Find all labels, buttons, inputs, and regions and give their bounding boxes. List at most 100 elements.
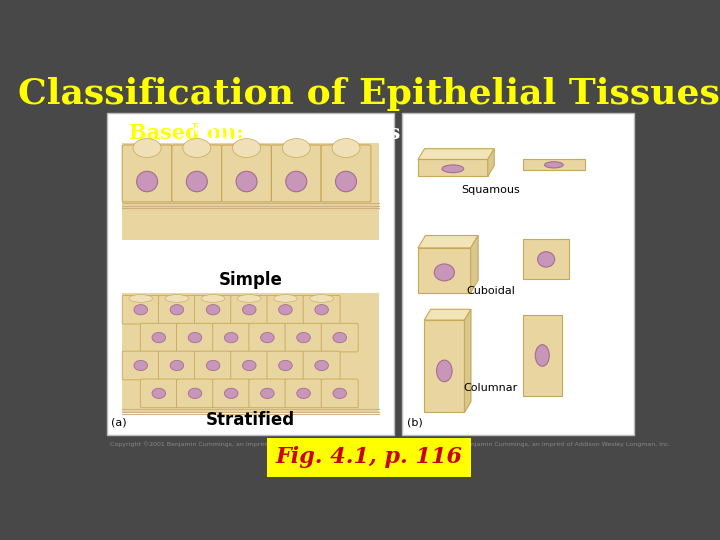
Ellipse shape — [442, 165, 464, 173]
Ellipse shape — [207, 305, 220, 315]
Ellipse shape — [165, 295, 189, 302]
Bar — [402, 113, 634, 435]
Ellipse shape — [129, 295, 153, 302]
Text: Simple: Simple — [218, 271, 282, 289]
Ellipse shape — [310, 295, 333, 302]
Ellipse shape — [133, 139, 161, 158]
Text: Cuboidal: Cuboidal — [466, 286, 515, 296]
Text: (b): (b) — [407, 417, 423, 427]
Ellipse shape — [279, 305, 292, 315]
Text: Classification of Epithelial Tissues: Classification of Epithelial Tissues — [18, 77, 720, 111]
Ellipse shape — [274, 295, 297, 302]
Ellipse shape — [315, 360, 328, 370]
FancyBboxPatch shape — [158, 351, 195, 380]
Text: Based on:: Based on: — [129, 123, 251, 143]
FancyBboxPatch shape — [231, 351, 268, 380]
FancyBboxPatch shape — [122, 295, 159, 324]
FancyBboxPatch shape — [212, 379, 250, 408]
Ellipse shape — [225, 388, 238, 399]
Ellipse shape — [261, 388, 274, 399]
Text: Fig. 4.1, p. 116: Fig. 4.1, p. 116 — [276, 447, 462, 469]
Ellipse shape — [538, 252, 554, 267]
Ellipse shape — [333, 388, 346, 399]
Ellipse shape — [243, 305, 256, 315]
Ellipse shape — [225, 333, 238, 343]
Ellipse shape — [336, 171, 356, 192]
FancyBboxPatch shape — [158, 295, 195, 324]
Ellipse shape — [297, 333, 310, 343]
Text: Stratified: Stratified — [206, 411, 295, 429]
Ellipse shape — [152, 388, 166, 399]
FancyBboxPatch shape — [122, 145, 172, 202]
Polygon shape — [464, 309, 471, 413]
Text: Copyright ©2001 Benjamin Cummings, an imprint of Addison Wesley Longman, Inc.: Copyright ©2001 Benjamin Cummings, an im… — [405, 441, 670, 447]
FancyBboxPatch shape — [271, 145, 321, 202]
Text: *shape of cells: *shape of cells — [443, 123, 613, 143]
Ellipse shape — [333, 333, 346, 343]
FancyBboxPatch shape — [222, 145, 271, 202]
FancyBboxPatch shape — [122, 144, 379, 240]
FancyBboxPatch shape — [523, 159, 585, 170]
FancyBboxPatch shape — [321, 323, 358, 352]
FancyBboxPatch shape — [321, 145, 371, 202]
Polygon shape — [487, 148, 494, 177]
FancyBboxPatch shape — [523, 315, 562, 396]
FancyBboxPatch shape — [172, 145, 222, 202]
Ellipse shape — [170, 360, 184, 370]
Text: *number of layers: *number of layers — [191, 123, 400, 143]
Ellipse shape — [134, 360, 148, 370]
Ellipse shape — [297, 388, 310, 399]
FancyBboxPatch shape — [303, 295, 340, 324]
FancyBboxPatch shape — [321, 379, 358, 408]
Ellipse shape — [186, 171, 207, 192]
Text: Squamous: Squamous — [461, 185, 520, 195]
Text: Columnar: Columnar — [464, 382, 518, 393]
Ellipse shape — [282, 139, 310, 158]
FancyBboxPatch shape — [122, 351, 159, 380]
Ellipse shape — [207, 360, 220, 370]
Ellipse shape — [315, 305, 328, 315]
FancyBboxPatch shape — [249, 379, 286, 408]
Ellipse shape — [279, 360, 292, 370]
FancyBboxPatch shape — [122, 293, 379, 413]
Ellipse shape — [436, 360, 452, 382]
Ellipse shape — [233, 139, 261, 158]
Ellipse shape — [137, 171, 158, 192]
FancyBboxPatch shape — [418, 159, 487, 177]
FancyBboxPatch shape — [194, 351, 232, 380]
FancyBboxPatch shape — [418, 248, 471, 293]
FancyBboxPatch shape — [140, 379, 177, 408]
Ellipse shape — [535, 345, 549, 366]
Bar — [107, 113, 394, 435]
Text: Copyright ©2001 Benjamin Cummings, an imprint of Addison Wesley Longman, Inc.: Copyright ©2001 Benjamin Cummings, an im… — [110, 441, 374, 447]
FancyBboxPatch shape — [285, 323, 322, 352]
Polygon shape — [424, 309, 471, 320]
FancyBboxPatch shape — [267, 351, 304, 380]
Ellipse shape — [134, 305, 148, 315]
Polygon shape — [418, 148, 494, 159]
FancyBboxPatch shape — [249, 323, 286, 352]
FancyBboxPatch shape — [176, 323, 213, 352]
Ellipse shape — [332, 139, 360, 158]
Polygon shape — [471, 235, 478, 293]
Ellipse shape — [188, 333, 202, 343]
FancyBboxPatch shape — [212, 323, 250, 352]
Ellipse shape — [183, 139, 211, 158]
FancyBboxPatch shape — [424, 320, 464, 413]
FancyBboxPatch shape — [231, 295, 268, 324]
Ellipse shape — [243, 360, 256, 370]
FancyBboxPatch shape — [194, 295, 232, 324]
FancyBboxPatch shape — [267, 295, 304, 324]
FancyBboxPatch shape — [523, 239, 570, 279]
Text: (a): (a) — [112, 417, 127, 427]
FancyBboxPatch shape — [176, 379, 213, 408]
Polygon shape — [418, 235, 478, 248]
Ellipse shape — [152, 333, 166, 343]
FancyBboxPatch shape — [140, 323, 177, 352]
Ellipse shape — [238, 295, 261, 302]
FancyBboxPatch shape — [303, 351, 340, 380]
Ellipse shape — [188, 388, 202, 399]
Ellipse shape — [434, 264, 454, 281]
Ellipse shape — [236, 171, 257, 192]
FancyBboxPatch shape — [285, 379, 322, 408]
